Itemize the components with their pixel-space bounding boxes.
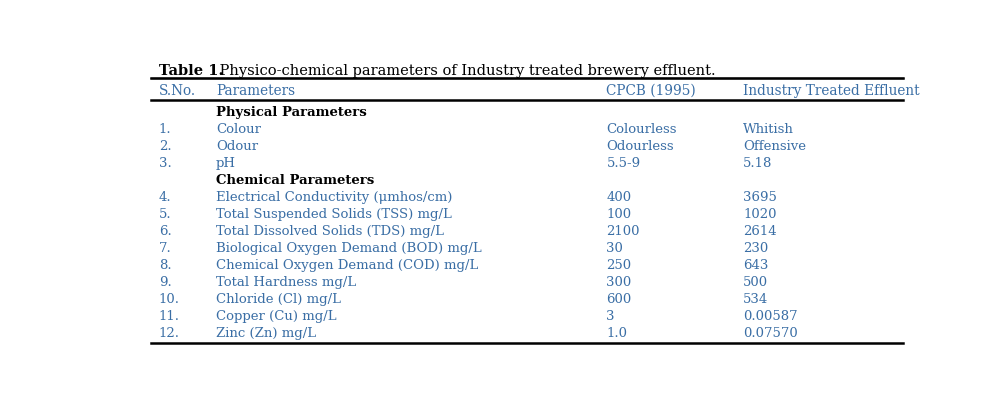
- Text: 3695: 3695: [743, 191, 777, 204]
- Text: Physico-chemical parameters of Industry treated brewery effluent.: Physico-chemical parameters of Industry …: [215, 64, 716, 78]
- Text: 600: 600: [607, 293, 632, 306]
- Text: Whitish: Whitish: [743, 123, 794, 136]
- Text: 30: 30: [607, 242, 623, 255]
- Text: 5.5-9: 5.5-9: [607, 157, 640, 170]
- Text: 7.: 7.: [159, 242, 171, 255]
- Text: Odour: Odour: [216, 140, 258, 153]
- Text: 0.00587: 0.00587: [743, 310, 797, 323]
- Text: 5.: 5.: [159, 208, 171, 221]
- Text: 0.07570: 0.07570: [743, 327, 798, 340]
- Text: 100: 100: [607, 208, 632, 221]
- Text: Table 1.: Table 1.: [159, 64, 224, 78]
- Text: 1.0: 1.0: [607, 327, 627, 340]
- Text: Chloride (Cl) mg/L: Chloride (Cl) mg/L: [216, 293, 341, 306]
- Text: 500: 500: [743, 276, 768, 289]
- Text: Biological Oxygen Demand (BOD) mg/L: Biological Oxygen Demand (BOD) mg/L: [216, 242, 482, 255]
- Text: Parameters: Parameters: [216, 84, 295, 98]
- Text: 9.: 9.: [159, 276, 171, 289]
- Text: pH: pH: [216, 157, 236, 170]
- Text: 534: 534: [743, 293, 768, 306]
- Text: 400: 400: [607, 191, 632, 204]
- Text: Total Dissolved Solids (TDS) mg/L: Total Dissolved Solids (TDS) mg/L: [216, 225, 444, 238]
- Text: 300: 300: [607, 276, 632, 289]
- Text: Odourless: Odourless: [607, 140, 674, 153]
- Text: Zinc (Zn) mg/L: Zinc (Zn) mg/L: [216, 327, 316, 340]
- Text: 230: 230: [743, 242, 768, 255]
- Text: 3: 3: [607, 310, 615, 323]
- Text: 6.: 6.: [159, 225, 171, 238]
- Text: 1020: 1020: [743, 208, 776, 221]
- Text: 5.18: 5.18: [743, 157, 772, 170]
- Text: CPCB (1995): CPCB (1995): [607, 84, 697, 98]
- Text: Total Hardness mg/L: Total Hardness mg/L: [216, 276, 356, 289]
- Text: Colour: Colour: [216, 123, 261, 136]
- Text: 3.: 3.: [159, 157, 171, 170]
- Text: 10.: 10.: [159, 293, 179, 306]
- Text: Colourless: Colourless: [607, 123, 677, 136]
- Text: 11.: 11.: [159, 310, 179, 323]
- Text: Chemical Parameters: Chemical Parameters: [216, 174, 374, 187]
- Text: Offensive: Offensive: [743, 140, 806, 153]
- Text: 2100: 2100: [607, 225, 640, 238]
- Text: Chemical Oxygen Demand (COD) mg/L: Chemical Oxygen Demand (COD) mg/L: [216, 259, 478, 272]
- Text: Copper (Cu) mg/L: Copper (Cu) mg/L: [216, 310, 337, 323]
- Text: 643: 643: [743, 259, 768, 272]
- Text: 2.: 2.: [159, 140, 171, 153]
- Text: Electrical Conductivity (μmhos/cm): Electrical Conductivity (μmhos/cm): [216, 191, 453, 204]
- Text: Physical Parameters: Physical Parameters: [216, 106, 367, 119]
- Text: 250: 250: [607, 259, 632, 272]
- Text: Industry Treated Effluent: Industry Treated Effluent: [743, 84, 919, 98]
- Text: 4.: 4.: [159, 191, 171, 204]
- Text: 8.: 8.: [159, 259, 171, 272]
- Text: S.No.: S.No.: [159, 84, 196, 98]
- Text: Total Suspended Solids (TSS) mg/L: Total Suspended Solids (TSS) mg/L: [216, 208, 452, 221]
- Text: 12.: 12.: [159, 327, 179, 340]
- Text: 2614: 2614: [743, 225, 777, 238]
- Text: 1.: 1.: [159, 123, 171, 136]
